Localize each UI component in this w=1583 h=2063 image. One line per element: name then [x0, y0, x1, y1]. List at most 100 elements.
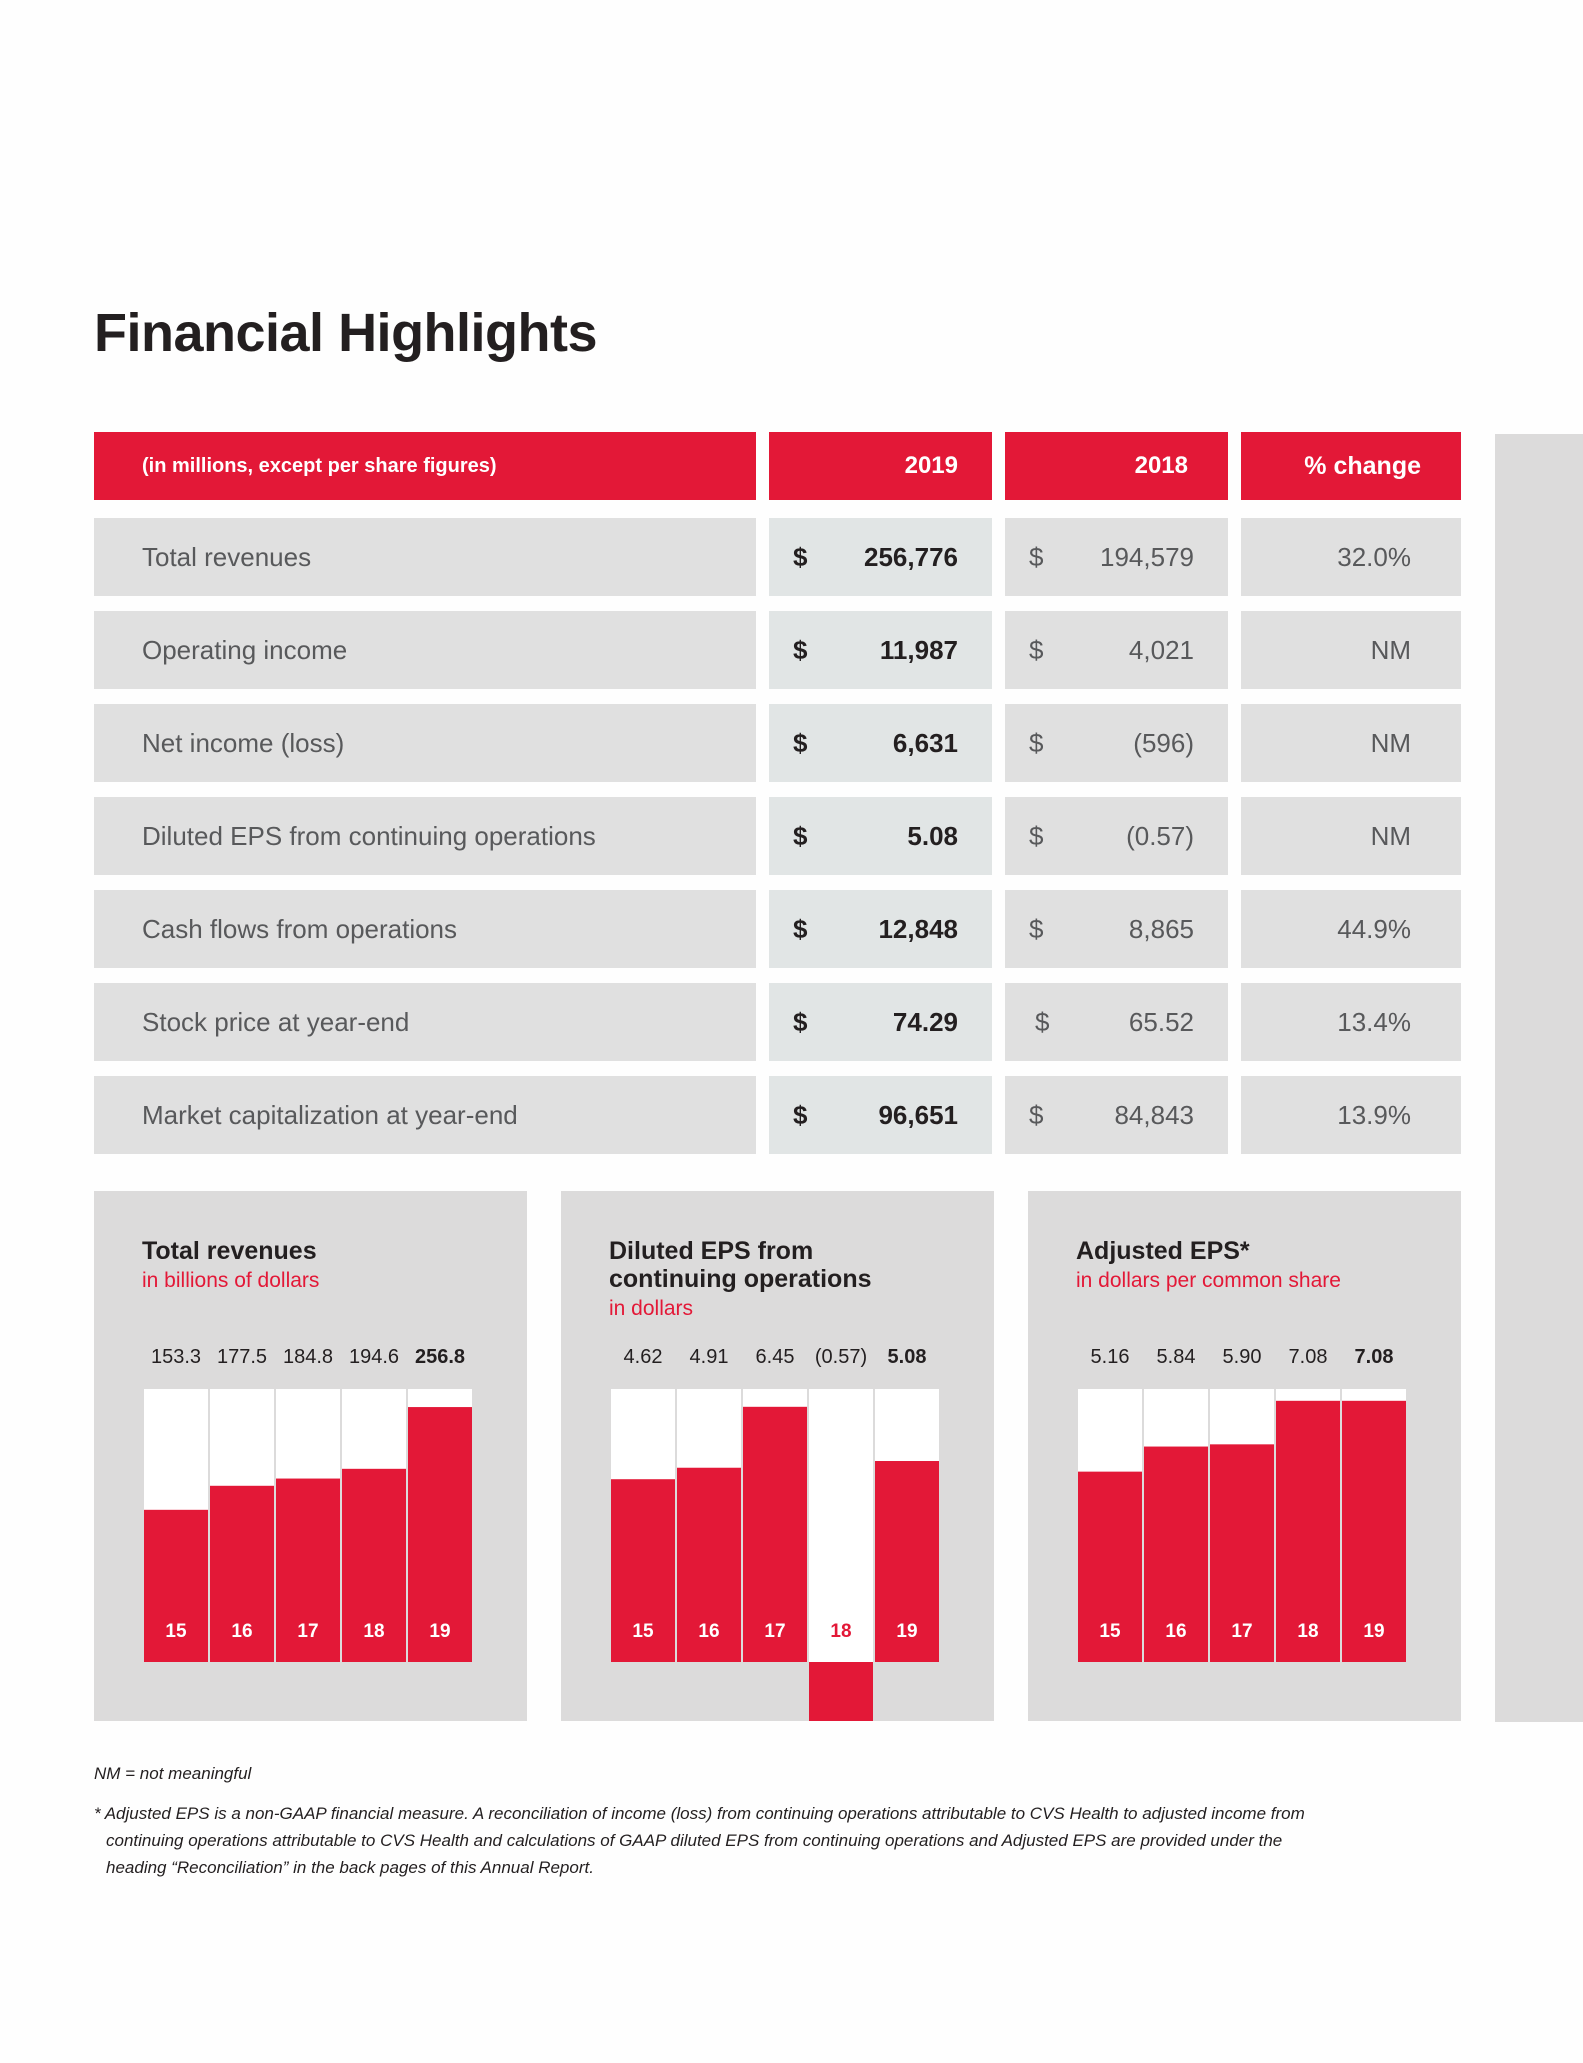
bar: [342, 1468, 406, 1662]
currency-symbol: $: [1029, 634, 1044, 665]
value-change: NM: [1370, 727, 1411, 758]
category-label: 17: [297, 1621, 318, 1642]
bar: [276, 1478, 340, 1662]
chart-panel-total-revenues: Total revenues in billions of dollars 15…: [94, 1191, 527, 1721]
value-2018: 4,021: [1128, 634, 1194, 665]
value-2019: 12,848: [878, 913, 958, 944]
currency-symbol: $: [793, 1099, 808, 1130]
table-row-2018: $65.52: [1005, 983, 1228, 1061]
table-row-change: NM: [1241, 797, 1461, 875]
category-label: 16: [231, 1621, 252, 1642]
table-row-label: Stock price at year-end: [94, 983, 756, 1061]
page-title: Financial Highlights: [94, 303, 598, 363]
footnote-nm: NM = not meaningful: [94, 1764, 252, 1783]
table-header-2019: 2019: [769, 432, 992, 500]
chart-subtitle: in dollars per common share: [1076, 1269, 1341, 1292]
value-change: 44.9%: [1337, 913, 1411, 944]
table-row-2018: $8,865: [1005, 890, 1228, 968]
value-2018: 65.52: [1128, 1006, 1194, 1037]
bar: [144, 1509, 208, 1662]
currency-symbol: $: [793, 727, 808, 758]
row-label-text: Operating income: [142, 634, 348, 665]
row-label-text: Diluted EPS from continuing operations: [142, 820, 596, 851]
bar: [1144, 1446, 1208, 1662]
value-change: NM: [1370, 634, 1411, 665]
category-label: 19: [429, 1621, 450, 1642]
chart-panel-adjusted-eps: Adjusted EPS* in dollars per common shar…: [1028, 1191, 1461, 1721]
category-label: 15: [632, 1621, 654, 1642]
row-label-text: Cash flows from operations: [142, 913, 458, 944]
table-row-change: 32.0%: [1241, 518, 1461, 596]
value-2019: 74.29: [892, 1006, 958, 1037]
value-2018: (596): [1133, 727, 1194, 758]
value-2018: 194,579: [1100, 541, 1194, 572]
currency-symbol: $: [1035, 1006, 1050, 1037]
row-label-text: Total revenues: [142, 541, 312, 572]
bar: [743, 1406, 807, 1662]
footnote-line: heading “Reconciliation” in the back pag…: [106, 1858, 594, 1877]
table-row-2019: $74.29: [769, 983, 992, 1061]
table-row-label: Market capitalization at year-end: [94, 1076, 756, 1154]
value-change: 32.0%: [1337, 541, 1411, 572]
table-header-2019-text: 2019: [904, 452, 958, 479]
bar: [210, 1485, 274, 1662]
row-label-text: Net income (loss): [142, 727, 345, 758]
bar: [1342, 1400, 1406, 1662]
chart-title: Diluted EPS from continuing operations: [609, 1237, 899, 1293]
bar: [1276, 1400, 1340, 1662]
footnote-adjusted-eps: * Adjusted EPS is a non-GAAP financial m…: [94, 1800, 1305, 1881]
data-label: 153.3: [151, 1346, 201, 1368]
table-row-2019: $256,776: [769, 518, 992, 596]
value-2018: 8,865: [1128, 913, 1194, 944]
bar: [1078, 1471, 1142, 1662]
category-label: 17: [1231, 1621, 1252, 1642]
data-label: 4.62: [624, 1346, 663, 1368]
chart-panel-diluted-eps: Diluted EPS from continuing operations i…: [561, 1191, 994, 1721]
bar-background: [809, 1389, 873, 1662]
value-change: 13.9%: [1337, 1099, 1411, 1130]
value-2019: 6,631: [892, 727, 958, 758]
table-row-2019: $6,631: [769, 704, 992, 782]
currency-symbol: $: [1029, 1099, 1044, 1130]
value-2019: 96,651: [878, 1099, 958, 1130]
table-header-change: % change: [1241, 432, 1461, 500]
table-row-change: 13.4%: [1241, 983, 1461, 1061]
table-header-2018-text: 2018: [1134, 452, 1188, 479]
chart-subtitle: in dollars: [609, 1297, 694, 1320]
table-row-label: Total revenues: [94, 518, 756, 596]
currency-symbol: $: [793, 820, 808, 851]
value-change: 13.4%: [1337, 1006, 1411, 1037]
table-row-change: 44.9%: [1241, 890, 1461, 968]
data-label: (0.57): [815, 1346, 867, 1368]
data-label: 5.84: [1157, 1346, 1196, 1368]
table-header-label-text: (in millions, except per share figures): [142, 454, 497, 477]
data-label: 194.6: [349, 1346, 399, 1368]
table-header-2018: 2018: [1005, 432, 1228, 500]
table-row-2018: $4,021: [1005, 611, 1228, 689]
table-row-2019: $11,987: [769, 611, 992, 689]
table-row-label: Diluted EPS from continuing operations: [94, 797, 756, 875]
currency-symbol: $: [793, 634, 808, 665]
chart-title: Adjusted EPS*: [1076, 1237, 1250, 1265]
bar: [1210, 1444, 1274, 1662]
value-2018: (0.57): [1126, 820, 1194, 851]
data-label: 5.16: [1091, 1346, 1130, 1368]
row-label-text: Stock price at year-end: [142, 1006, 410, 1037]
currency-symbol: $: [1029, 820, 1044, 851]
currency-symbol: $: [1029, 727, 1044, 758]
table-row-2018: $ (0.57): [1005, 797, 1228, 875]
data-label: 5.90: [1223, 1346, 1262, 1368]
table-row-2018: $84,843: [1005, 1076, 1228, 1154]
currency-symbol: $: [1029, 913, 1044, 944]
chart-title-text: Diluted EPS from continuing operations: [609, 1237, 872, 1293]
currency-symbol: $: [1029, 541, 1044, 572]
footnote-line: continuing operations attributable to CV…: [106, 1831, 1283, 1850]
table-row-2019: $12,848: [769, 890, 992, 968]
side-strip: [1495, 434, 1583, 1722]
category-label: 18: [830, 1621, 851, 1642]
data-label: 6.45: [756, 1346, 795, 1368]
table-row-2018: $ (596): [1005, 704, 1228, 782]
value-2019: 5.08: [907, 820, 958, 851]
chart-diluted-eps: 4.62 15 4.91 16 6.45 17 (0.57) 18 5.08 19: [611, 1346, 939, 1721]
footnote-line: * Adjusted EPS is a non-GAAP financial m…: [94, 1804, 1305, 1823]
